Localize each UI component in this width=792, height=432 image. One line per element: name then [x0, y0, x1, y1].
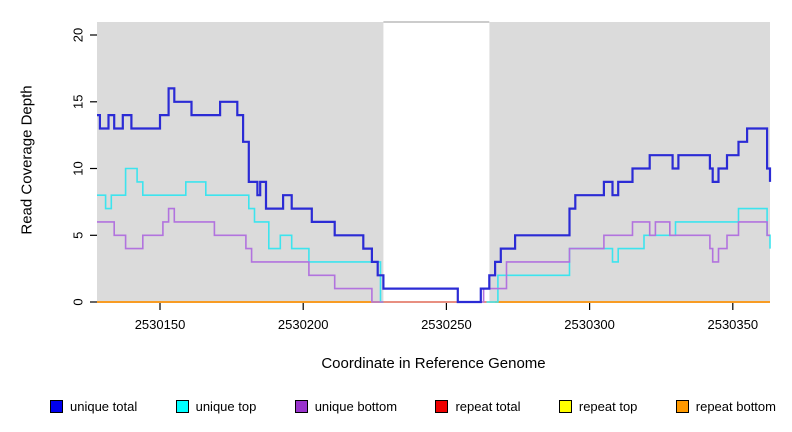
legend-label: unique bottom	[314, 399, 398, 414]
legend-swatch-icon	[294, 400, 308, 413]
legend-item-unique-total: unique total	[50, 399, 137, 414]
series-unique-bottom	[480, 221, 770, 303]
x-tick-label: 2530200	[278, 317, 329, 332]
legend-swatch-icon	[50, 400, 63, 413]
y-tick-label: 10	[70, 161, 85, 175]
legend-swatch-icon	[175, 400, 189, 413]
series-unique-total	[97, 87, 772, 304]
y-tick-label: 15	[70, 95, 85, 109]
x-axis-title: Coordinate in Reference Genome	[321, 355, 546, 372]
legend: unique total unique top unique bottom repea…	[50, 399, 776, 414]
legend-label: unique total	[70, 399, 138, 414]
x-tick-label: 2530350	[707, 317, 758, 332]
legend-label: repeat top	[578, 399, 638, 414]
legend-item-repeat-total: repeat total	[435, 399, 521, 414]
legend-label: unique top	[195, 399, 257, 414]
series-unique-top	[486, 207, 771, 303]
legend-label: repeat total	[455, 399, 521, 414]
masked-region-band	[383, 22, 490, 303]
legend-item-unique-bottom: unique bottom	[294, 399, 398, 414]
legend-item-repeat-bottom: repeat bottom	[675, 399, 776, 414]
x-tick-label: 2530300	[564, 317, 615, 332]
y-tick-label: 20	[70, 28, 85, 42]
coverage-plot: 0 5 10 15 20 2530150 2530200 2530250 2530300 2530…	[70, 21, 772, 332]
x-tick-label: 2530150	[135, 317, 186, 332]
legend-swatch-icon	[435, 400, 449, 413]
legend-swatch-icon	[675, 400, 689, 413]
y-axis-title: Read Coverage Depth	[18, 85, 36, 235]
legend-label: repeat bottom	[695, 399, 776, 414]
series-unique-bottom	[97, 207, 384, 303]
series-unique-top	[97, 167, 384, 303]
legend-item-unique-top: unique top	[175, 399, 257, 414]
y-tick-label: 5	[70, 232, 85, 239]
legend-item-repeat-top: repeat top	[558, 399, 638, 414]
x-tick-label: 2530250	[421, 317, 472, 332]
y-tick-label: 0	[70, 298, 85, 305]
legend-swatch-icon	[558, 400, 572, 413]
